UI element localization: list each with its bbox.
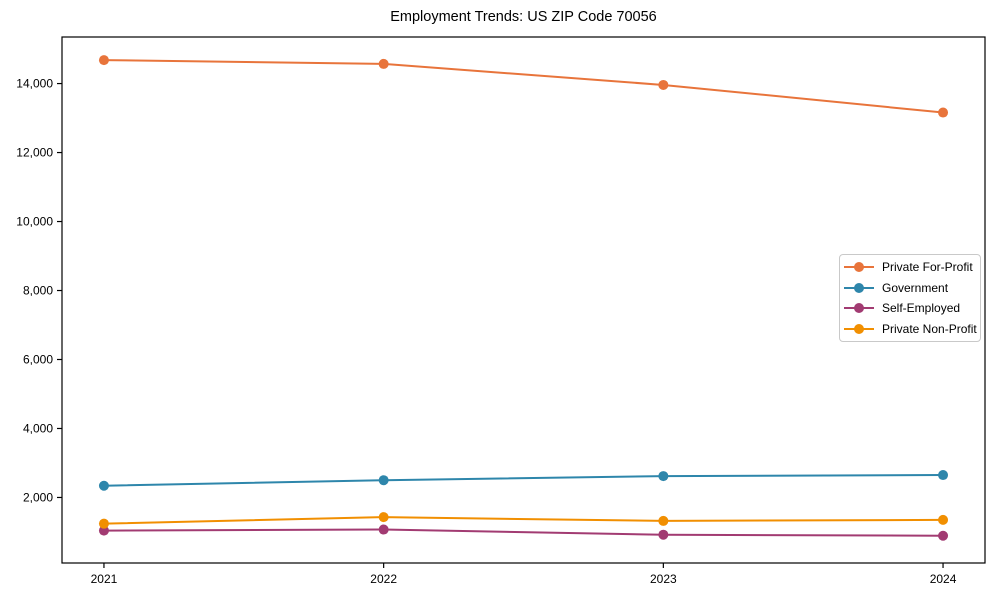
legend-label: Government	[882, 280, 949, 295]
data-point-series-1	[658, 471, 669, 482]
data-point-series-2	[378, 524, 389, 535]
data-point-series-0	[98, 55, 109, 66]
legend-item: Government	[844, 278, 974, 299]
data-point-series-2	[98, 525, 109, 536]
plot-frame	[61, 36, 986, 564]
legend: Private For-Profit Government Self-Emplo…	[839, 254, 981, 342]
y-tick-label: 8,000	[23, 284, 53, 298]
series-line-2	[103, 528, 944, 537]
legend-label: Private Non-Profit	[882, 321, 977, 336]
y-tick-label: 14,000	[16, 77, 53, 91]
data-point-series-1	[938, 470, 949, 481]
series-line-1	[103, 474, 944, 487]
legend-label: Self-Employed	[882, 301, 961, 316]
legend-item: Self-Employed	[844, 298, 974, 319]
legend-item: Private For-Profit	[844, 257, 974, 278]
data-point-series-2	[658, 529, 669, 540]
y-tick-label: 6,000	[23, 352, 53, 366]
data-point-series-0	[658, 79, 669, 90]
x-tick-label: 2022	[370, 572, 397, 586]
y-tick-label: 10,000	[16, 215, 53, 229]
data-point-series-3	[938, 514, 949, 525]
data-point-series-3	[378, 512, 389, 523]
data-point-series-1	[98, 480, 109, 491]
y-tick-label: 4,000	[23, 421, 53, 435]
series-line-3	[103, 516, 944, 525]
legend-label: Private For-Profit	[882, 260, 973, 275]
data-point-series-2	[938, 530, 949, 541]
data-point-series-3	[98, 518, 109, 529]
legend-marker-government	[844, 282, 874, 294]
data-point-series-0	[378, 58, 389, 69]
y-tick-label: 12,000	[16, 146, 53, 160]
x-tick-label: 2021	[91, 572, 118, 586]
chart-title: Employment Trends: US ZIP Code 70056	[390, 9, 657, 25]
legend-item: Private Non-Profit	[844, 319, 977, 340]
x-tick-label: 2023	[650, 572, 677, 586]
data-point-series-1	[378, 475, 389, 486]
data-point-series-3	[658, 515, 669, 526]
series-line-0	[103, 59, 944, 114]
y-tick-label: 2,000	[23, 490, 53, 504]
legend-marker-self-employed	[844, 302, 874, 314]
legend-marker-private-non-profit	[844, 323, 874, 335]
x-tick-label: 2024	[930, 572, 957, 586]
data-point-series-0	[938, 107, 949, 118]
legend-marker-private-for-profit	[844, 261, 874, 273]
